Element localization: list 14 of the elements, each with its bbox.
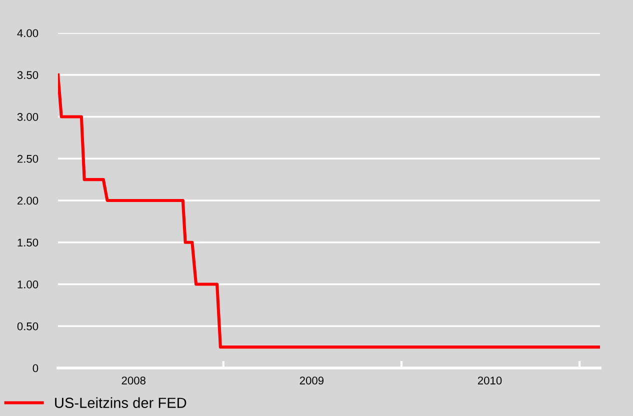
y-tick-label: 4.00 — [17, 29, 38, 38]
x-tick-label: 2008 — [122, 376, 146, 384]
legend-label: US-Leitzins der FED — [55, 397, 186, 408]
y-tick-label: 1.00 — [18, 280, 38, 288]
y-tick-label: 3.50 — [17, 71, 38, 80]
y-tick-label: 2.50 — [17, 154, 38, 163]
x-tick-label: 2009 — [300, 376, 324, 384]
x-tick-label: 2010 — [478, 376, 502, 384]
y-tick-label: 0.50 — [17, 322, 38, 330]
y-tick-label: 1.50 — [18, 238, 38, 247]
y-tick-label: 3.00 — [17, 113, 38, 121]
y-tick-label: 0 — [32, 364, 38, 372]
line-series — [58, 73, 600, 349]
y-tick-label: 2.00 — [17, 196, 38, 205]
